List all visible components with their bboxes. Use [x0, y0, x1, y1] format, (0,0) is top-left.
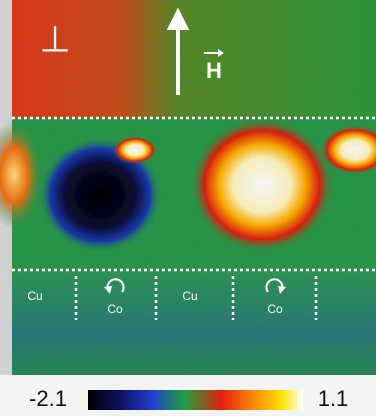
region-label: Cu: [182, 289, 197, 303]
rotation-icon: [265, 278, 284, 293]
dotted-lines: [12, 116, 376, 320]
rotation-icon: [104, 286, 112, 294]
rotation-icon: [278, 286, 286, 294]
field-arrow: [166, 7, 224, 95]
perpendicular-symbol: ⊥: [39, 19, 70, 60]
image-content: [0, 0, 376, 375]
region-label: Co: [107, 302, 123, 316]
colorbar-max-label: 1.1: [318, 386, 349, 411]
colorbar-min-label: -2.1: [29, 386, 67, 411]
colorbar: [88, 390, 303, 410]
region-label: Co: [267, 302, 283, 316]
region-label: Cu: [27, 289, 42, 303]
rotation-icon: [106, 278, 125, 293]
field-label: H: [206, 58, 222, 83]
